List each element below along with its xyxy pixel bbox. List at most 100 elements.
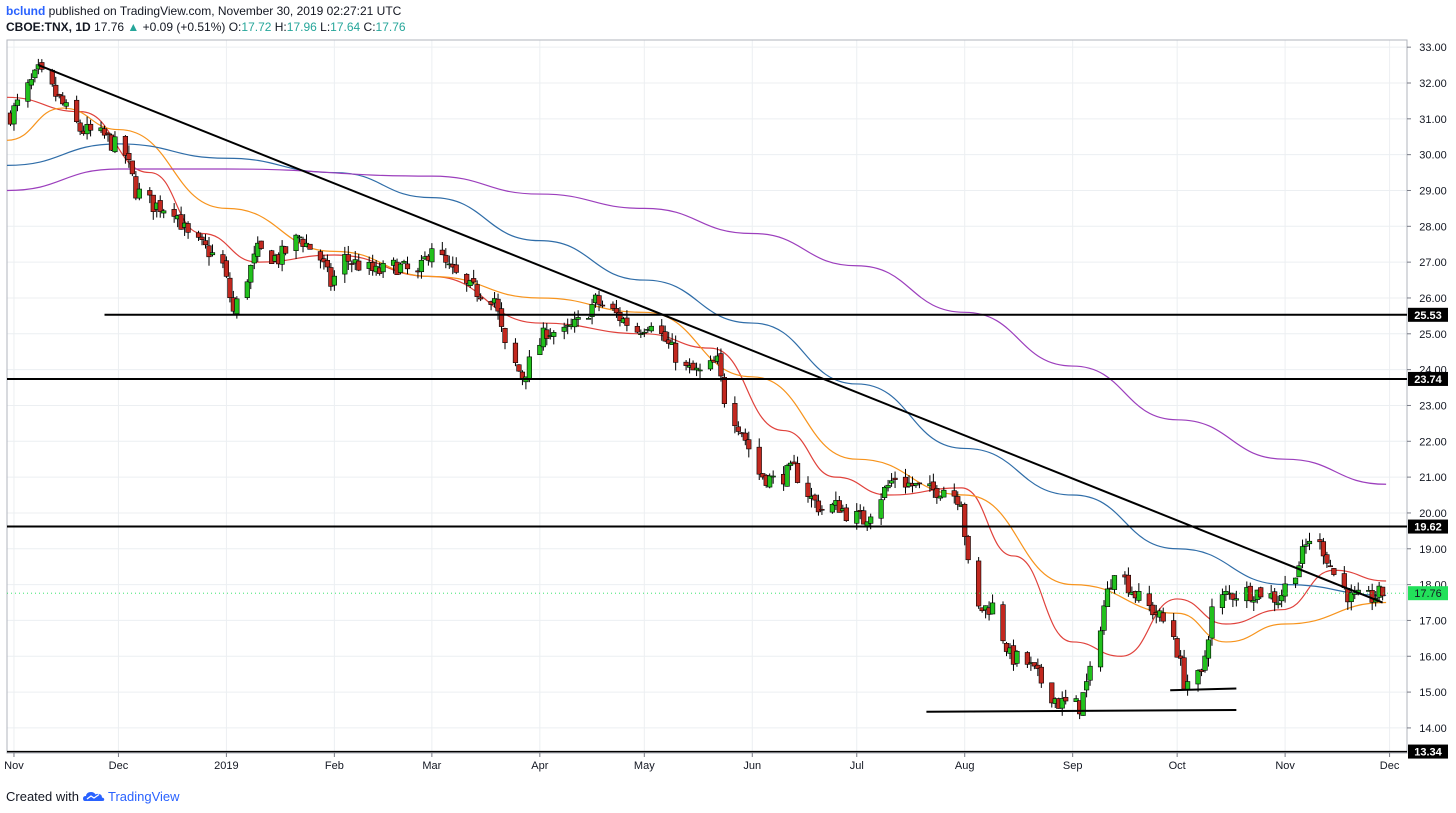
x-tick-label: Jun bbox=[743, 760, 761, 772]
candle-up bbox=[296, 236, 303, 239]
candle-up bbox=[1292, 577, 1299, 585]
candle-up bbox=[1303, 544, 1309, 547]
y-tick-label: 33.00 bbox=[1419, 42, 1447, 54]
candle-up bbox=[1111, 575, 1118, 590]
downtrend-line[interactable] bbox=[37, 64, 1383, 604]
candle-down bbox=[101, 128, 108, 136]
support-line[interactable] bbox=[926, 709, 1237, 713]
candle-down bbox=[659, 325, 665, 334]
candle-down bbox=[613, 308, 620, 314]
candle-down bbox=[439, 249, 445, 256]
support-line[interactable] bbox=[1170, 687, 1237, 692]
candle-up bbox=[248, 264, 254, 283]
candle-down bbox=[74, 99, 80, 123]
candle-down bbox=[345, 254, 351, 262]
candle-up bbox=[585, 318, 592, 320]
candle-up bbox=[28, 79, 34, 86]
candle-down bbox=[349, 263, 355, 265]
candle-up bbox=[11, 105, 17, 125]
candle-down bbox=[147, 190, 153, 196]
moving-average-line bbox=[6, 168, 1387, 485]
x-tick-label: Nov bbox=[1275, 760, 1295, 772]
published-text: published on TradingView.com, November 3… bbox=[48, 4, 402, 18]
candle-down bbox=[721, 377, 728, 405]
candle-down bbox=[662, 331, 668, 342]
candle-up bbox=[279, 245, 285, 265]
candle-down bbox=[902, 476, 909, 488]
candle-up bbox=[572, 318, 578, 328]
tradingview-link[interactable]: TradingView bbox=[108, 789, 180, 804]
candle-down bbox=[512, 342, 519, 364]
candle-down bbox=[683, 361, 689, 366]
candle-up bbox=[537, 344, 543, 355]
publication-info: bclund published on TradingView.com, Nov… bbox=[6, 4, 401, 18]
y-tick-label: 27.00 bbox=[1419, 257, 1447, 269]
high-label: H: bbox=[274, 20, 287, 34]
trend-drawings[interactable] bbox=[37, 64, 1383, 713]
candle-up bbox=[913, 482, 919, 486]
candle-down bbox=[1317, 539, 1323, 543]
candle-down bbox=[1380, 586, 1386, 597]
candle-down bbox=[1171, 620, 1177, 637]
level-badge bbox=[1408, 744, 1448, 759]
candle-up bbox=[293, 234, 299, 251]
candle-down bbox=[666, 339, 672, 344]
candle-down bbox=[1150, 604, 1156, 616]
candle-up bbox=[1279, 594, 1285, 602]
candle-up bbox=[941, 489, 947, 498]
candle-down bbox=[892, 477, 898, 480]
candle-up bbox=[136, 188, 142, 199]
candle-down bbox=[805, 482, 811, 497]
candle-down bbox=[819, 508, 825, 511]
candle-down bbox=[300, 238, 306, 247]
y-tick-label: 22.00 bbox=[1419, 436, 1447, 448]
candle-down bbox=[836, 500, 842, 513]
candle-up bbox=[251, 253, 257, 264]
candle-up bbox=[397, 263, 404, 273]
candle-up bbox=[1073, 698, 1079, 702]
candle-down bbox=[1272, 591, 1278, 603]
candle-down bbox=[199, 236, 205, 240]
price-axis[interactable]: 14.0015.0016.0017.0018.0019.0020.0021.00… bbox=[1407, 42, 1448, 759]
y-tick-label: 31.00 bbox=[1419, 114, 1447, 126]
candle-down bbox=[60, 95, 66, 105]
candle-down bbox=[1024, 652, 1030, 665]
level-badge-label: 13.34 bbox=[1414, 747, 1442, 759]
candle-down bbox=[916, 482, 923, 485]
x-tick-label: Sep bbox=[1063, 760, 1083, 772]
x-tick-label: Mar bbox=[422, 760, 441, 772]
candle-down bbox=[718, 353, 724, 377]
candle-up bbox=[1136, 590, 1142, 601]
candle-down bbox=[843, 507, 849, 522]
candle-down bbox=[930, 481, 936, 490]
candle-up bbox=[784, 465, 790, 487]
candle-down bbox=[634, 326, 640, 333]
plot-border bbox=[6, 39, 1408, 754]
candle-down bbox=[443, 254, 449, 263]
candle-down bbox=[690, 362, 696, 371]
candle-down bbox=[478, 297, 484, 300]
horizontal-levels[interactable] bbox=[7, 313, 1407, 753]
candle-down bbox=[812, 494, 818, 501]
y-tick-label: 25.00 bbox=[1419, 329, 1447, 341]
candle-down bbox=[861, 510, 867, 525]
candle-down bbox=[596, 295, 602, 305]
last-price-badge bbox=[1408, 586, 1448, 601]
candle-up bbox=[429, 248, 435, 263]
up-arrow-icon: ▲ bbox=[127, 20, 140, 34]
candle-down bbox=[157, 200, 163, 212]
time-axis[interactable]: Nov Dec 2019 Feb Mar Apr May Jun Jul Aug Sep Oct Nov… bbox=[4, 753, 1400, 772]
tradingview-cloud-icon bbox=[82, 792, 104, 801]
candle-up bbox=[1219, 594, 1226, 608]
candle-up bbox=[161, 210, 167, 214]
candle-up bbox=[551, 332, 557, 337]
low-value: 17.64 bbox=[330, 20, 361, 34]
level-badge-label: 23.74 bbox=[1414, 374, 1442, 386]
candle-down bbox=[1258, 587, 1264, 598]
candle-up bbox=[770, 475, 776, 478]
candle-down bbox=[77, 122, 83, 132]
candle-down bbox=[1331, 568, 1337, 575]
author-name[interactable]: bclund bbox=[6, 4, 46, 18]
candle-up bbox=[1209, 606, 1215, 639]
